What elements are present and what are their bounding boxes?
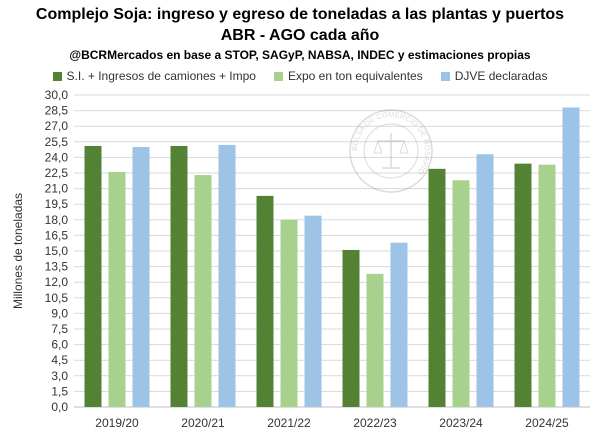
legend-label-ingresos: S.I. + Ingresos de camiones + Impo — [66, 69, 256, 83]
y-tick-label: 24,0 — [45, 150, 69, 164]
x-tick-label: 2022/23 — [353, 416, 397, 430]
bar-2021-22-s1 — [280, 219, 298, 407]
bar-2020-21-s0 — [170, 145, 188, 407]
bar-2021-22-s0 — [256, 195, 274, 407]
x-tick-label: 2019/20 — [95, 416, 139, 430]
y-tick-label: 4,5 — [51, 353, 68, 367]
bar-2020-21-s1 — [194, 175, 212, 407]
y-axis-label: Millones de toneladas — [11, 193, 25, 309]
legend-item-djve: DJVE declaradas — [440, 69, 548, 83]
y-tick-label: 27,0 — [45, 119, 69, 133]
y-tick-label: 12,0 — [45, 275, 69, 289]
y-tick-label: 0,0 — [51, 400, 68, 414]
y-tick-label: 18,0 — [45, 213, 69, 227]
legend: S.I. + Ingresos de camiones + Impo Expo … — [0, 69, 600, 83]
bar-2022-23-s2 — [390, 242, 408, 407]
y-tick-label: 15,0 — [45, 244, 69, 258]
legend-swatch-expo — [273, 71, 283, 81]
y-tick-label: 25,5 — [45, 135, 69, 149]
bar-2019-20-s2 — [132, 147, 150, 407]
bar-2021-22-s2 — [304, 215, 322, 407]
bar-2019-20-s1 — [108, 171, 126, 407]
y-tick-label: 22,5 — [45, 166, 69, 180]
y-tick-label: 13,5 — [45, 260, 69, 274]
bar-2023-24-s1 — [452, 180, 470, 407]
bar-2019-20-s0 — [84, 145, 102, 407]
chart-title: Complejo Soja: ingreso y egreso de tonel… — [35, 6, 565, 23]
y-tick-label: 21,0 — [45, 182, 69, 196]
bar-2022-23-s1 — [366, 273, 384, 407]
y-tick-label: 10,5 — [45, 291, 69, 305]
legend-label-djve: DJVE declaradas — [454, 69, 548, 83]
bar-2024-25-s2 — [562, 107, 580, 407]
bar-2024-25-s0 — [514, 163, 532, 407]
y-tick-label: 28,5 — [45, 104, 69, 118]
y-tick-label: 1,5 — [51, 384, 68, 398]
chart-source: @BCRMercados en base a STOP, SAGyP, NABS… — [69, 48, 531, 62]
y-tick-label: 3,0 — [51, 369, 68, 383]
legend-item-expo: Expo en ton equivalentes — [273, 69, 423, 83]
x-tick-label: 2021/22 — [267, 416, 311, 430]
bar-2022-23-s0 — [342, 249, 360, 407]
y-tick-label: 19,5 — [45, 197, 69, 211]
bar-2020-21-s2 — [218, 144, 236, 408]
bar-2024-25-s1 — [538, 164, 556, 407]
bar-2023-24-s2 — [476, 154, 494, 407]
y-tick-label: 9,0 — [51, 306, 68, 320]
x-tick-label: 2023/24 — [439, 416, 483, 430]
legend-swatch-ingresos — [52, 71, 62, 81]
x-tick-label: 2020/21 — [181, 416, 225, 430]
watermark-seal: BOLSA DE COMERCIO DE ROSARIO — [349, 109, 433, 193]
y-tick-label: 30,0 — [45, 88, 69, 102]
y-tick-label: 7,5 — [51, 322, 68, 336]
x-tick-label: 2024/25 — [525, 416, 569, 430]
y-tick-label: 16,5 — [45, 228, 69, 242]
y-tick-label: 6,0 — [51, 338, 68, 352]
legend-swatch-djve — [440, 71, 450, 81]
legend-item-ingresos: S.I. + Ingresos de camiones + Impo — [52, 69, 256, 83]
chart-subtitle: ABR - AGO cada año — [220, 27, 380, 44]
bar-2023-24-s0 — [428, 168, 446, 407]
legend-label-expo: Expo en ton equivalentes — [287, 69, 423, 83]
